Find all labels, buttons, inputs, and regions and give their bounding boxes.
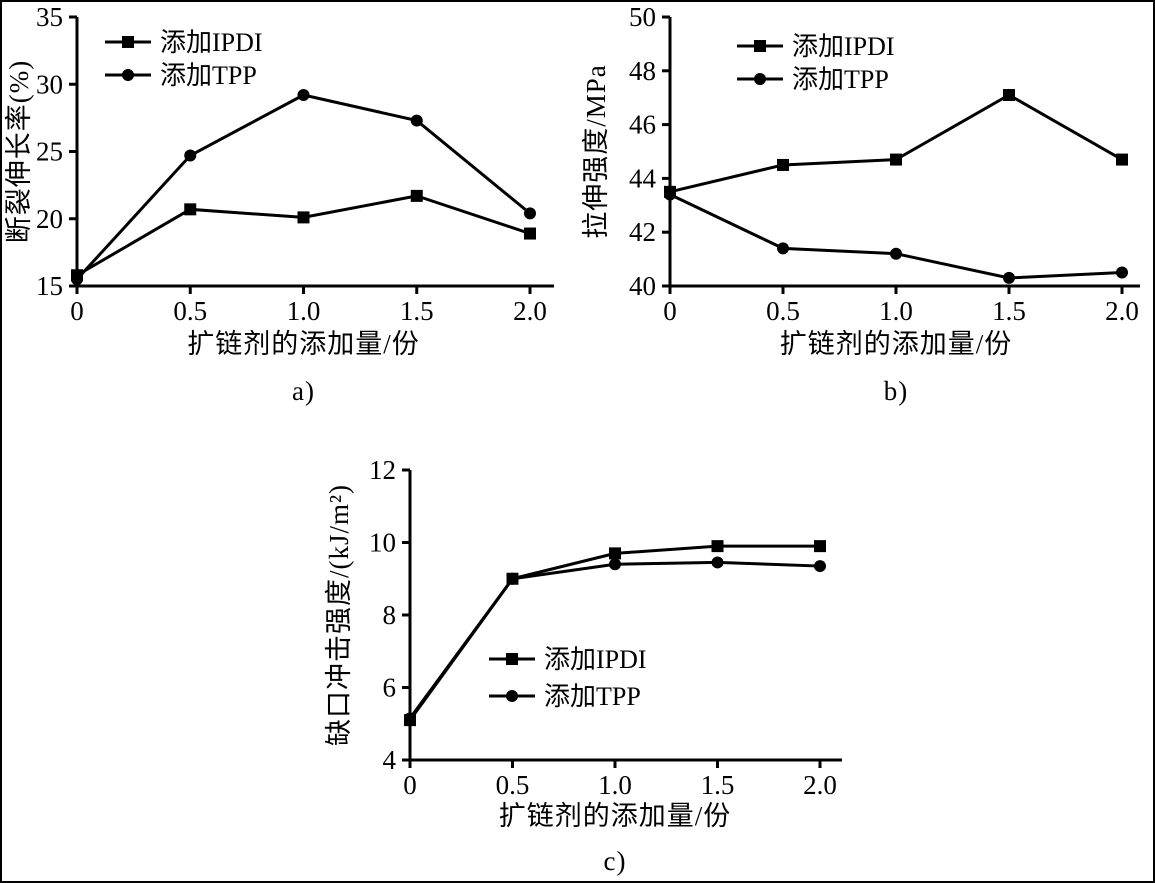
data-point xyxy=(297,211,310,224)
y-tick-label: 6 xyxy=(383,673,397,703)
data-point xyxy=(410,189,423,202)
y-tick-label: 30 xyxy=(36,69,63,99)
legend-label: 添加IPDI xyxy=(544,645,647,674)
x-tick-label: 0 xyxy=(403,770,417,800)
y-tick-label: 25 xyxy=(36,137,63,167)
data-point xyxy=(184,203,197,216)
x-tick-label: 0.5 xyxy=(173,296,207,326)
x-tick-label: 0.5 xyxy=(496,770,530,800)
y-tick-label: 40 xyxy=(629,271,656,301)
data-point xyxy=(1116,266,1128,279)
legend-marker xyxy=(754,40,766,52)
y-tick-label: 12 xyxy=(369,455,396,485)
data-point xyxy=(524,207,536,220)
y-tick-label: 46 xyxy=(629,110,656,140)
y-tick-label: 8 xyxy=(383,600,397,630)
legend-marker xyxy=(506,653,518,665)
x-tick-label: 1.5 xyxy=(992,296,1026,326)
x-tick-label: 1.0 xyxy=(598,770,632,800)
x-tick-label: 0 xyxy=(663,296,677,326)
legend-label: 添加IPDI xyxy=(792,32,895,61)
series-line xyxy=(75,93,531,281)
chart-c-impact-strength: 4 6 8 10 12 0 0.5 1.0 1.5 2.0 缺口冲击强度/(kJ/m²) 添加IPDI… xyxy=(290,442,868,881)
x-tick-label: 0.5 xyxy=(766,296,800,326)
data-point xyxy=(506,572,519,585)
y-tick-label: 4 xyxy=(383,745,397,775)
data-point xyxy=(71,273,83,286)
legend-marker xyxy=(122,36,134,48)
data-point xyxy=(184,149,197,162)
data-point xyxy=(524,227,536,240)
data-point xyxy=(777,242,789,255)
x-tick-label: 2.0 xyxy=(1105,296,1139,326)
chart-b-tensile-strength: 40 42 44 46 48 50 0 0.5 1.0 1.5 2.0 拉伸强度/MPa 添加IPDI 添… xyxy=(579,2,1153,442)
legend-marker xyxy=(506,690,518,702)
legend-label: 添加IPDI xyxy=(160,28,263,57)
y-tick-label: 50 xyxy=(629,2,656,32)
y-tick-label: 44 xyxy=(629,163,657,193)
series-line xyxy=(76,194,531,277)
chart-a-xlabel: 扩链剂的添加量/份 xyxy=(187,329,420,359)
data-point xyxy=(711,540,724,553)
y-tick-label: 20 xyxy=(36,204,63,234)
y-tick-label: 35 xyxy=(36,2,63,32)
chart-a-caption: a) xyxy=(292,376,315,406)
legend-marker xyxy=(122,69,134,81)
data-point xyxy=(404,712,416,725)
y-axis-title: 拉伸强度/MPa xyxy=(581,64,611,239)
chart-b-canvas: 40 42 44 46 48 50 0 0.5 1.0 1.5 2.0 拉伸强度/MPa 添加IPDI 添… xyxy=(581,2,1140,326)
series-line xyxy=(669,193,1123,280)
data-point xyxy=(777,158,789,171)
chart-b-caption: b) xyxy=(883,376,909,406)
data-point xyxy=(814,540,826,553)
chart-a-elongation: 15 20 25 30 35 0 0.5 1.0 1.5 2.0 断裂伸长率(%) 添加IPDI 添加T… xyxy=(2,2,580,442)
x-tick-label: 0 xyxy=(70,296,84,326)
y-axis-title: 缺口冲击强度/(kJ/m²) xyxy=(324,484,354,746)
data-point xyxy=(1116,153,1128,166)
y-tick-label: 15 xyxy=(36,271,63,301)
chart-b-xlabel: 扩链剂的添加量/份 xyxy=(779,329,1013,359)
data-point xyxy=(1003,89,1015,102)
x-tick-label: 1.5 xyxy=(400,296,434,326)
data-point xyxy=(890,247,902,260)
chart-a-canvas: 15 20 25 30 35 0 0.5 1.0 1.5 2.0 断裂伸长率(%) 添加IPDI 添加T… xyxy=(4,2,554,326)
data-point xyxy=(609,558,621,571)
y-tick-label: 48 xyxy=(629,56,656,86)
chart-c-canvas: 4 6 8 10 12 0 0.5 1.0 1.5 2.0 缺口冲击强度/(kJ/m²) 添加IPDI… xyxy=(324,455,842,800)
data-point xyxy=(814,560,826,573)
data-point xyxy=(890,153,902,166)
x-tick-label: 2.0 xyxy=(803,770,837,800)
x-tick-label: 2.0 xyxy=(513,296,547,326)
data-point xyxy=(609,547,621,560)
data-point xyxy=(664,188,676,201)
data-point xyxy=(410,114,423,127)
legend-label: 添加TPP xyxy=(792,65,889,94)
legend-label: 添加TPP xyxy=(544,682,641,711)
x-tick-label: 1.0 xyxy=(287,296,321,326)
y-tick-label: 42 xyxy=(629,217,656,247)
chart-c-xlabel: 扩链剂的添加量/份 xyxy=(498,801,732,831)
data-point xyxy=(711,556,724,569)
x-tick-label: 1.0 xyxy=(879,296,913,326)
y-axis-title: 断裂伸长率(%) xyxy=(4,60,34,243)
x-tick-label: 1.5 xyxy=(701,770,735,800)
legend-label: 添加TPP xyxy=(160,61,257,90)
data-point xyxy=(1003,271,1015,284)
legend-marker xyxy=(754,73,766,85)
y-tick-label: 10 xyxy=(369,528,396,558)
data-point xyxy=(297,89,310,102)
chart-c-caption: c) xyxy=(603,846,627,876)
series-line xyxy=(669,93,1123,194)
